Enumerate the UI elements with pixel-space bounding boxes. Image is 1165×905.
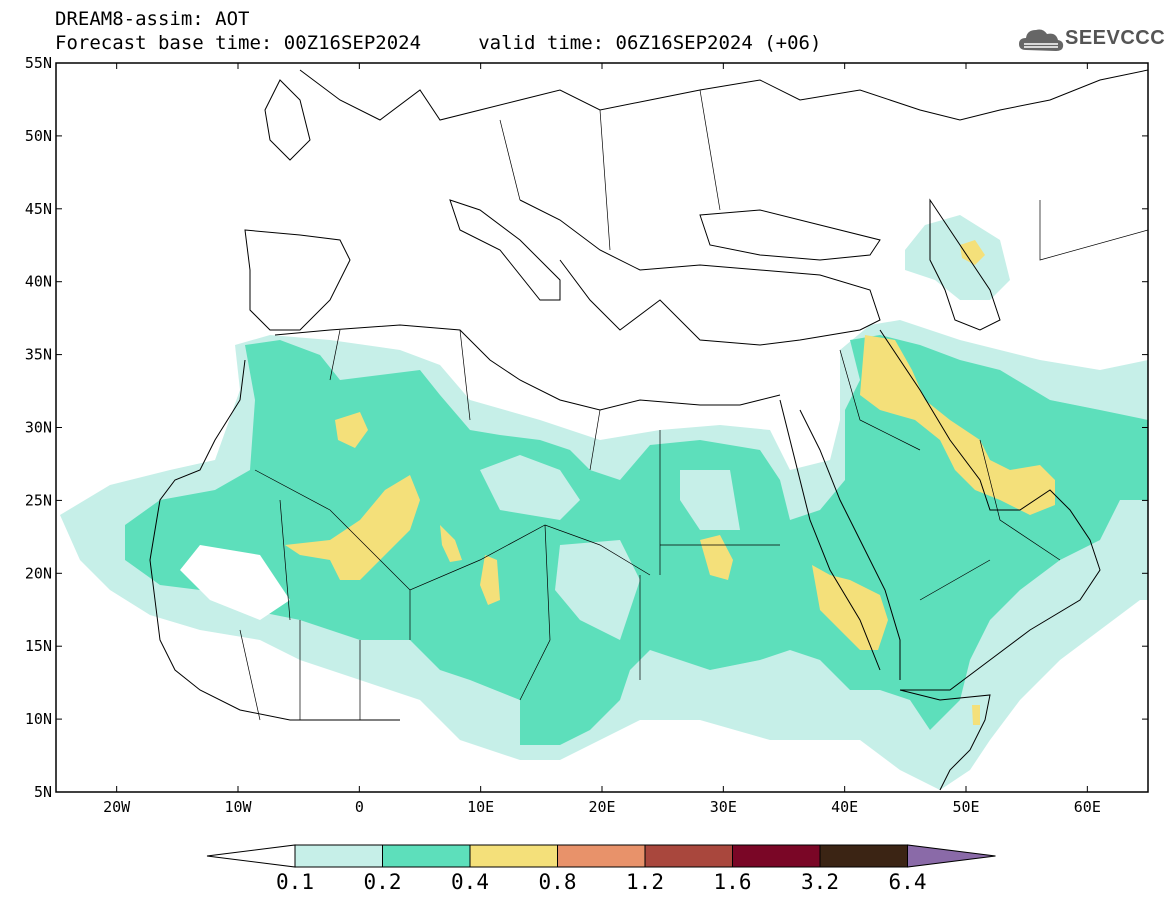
aot-region-hole-2 — [555, 540, 640, 640]
latitude-labels: 5N 10N 15N 20N 25N 30N 35N 40N 45N 50N 55N — [25, 54, 52, 801]
coastline-west-africa — [149, 359, 400, 721]
map-title: DREAM8-assim: AOT — [55, 8, 250, 30]
coastline-balkans-turkey — [519, 199, 881, 346]
forecast-time-line: Forecast base time: 00Z16SEP2024 valid t… — [55, 32, 822, 54]
colorbar — [206, 844, 996, 868]
lat-label: 30N — [25, 419, 52, 437]
aot-region-high-1 — [285, 475, 420, 580]
colorbar-arrow-low — [206, 844, 296, 868]
colorbar-level-label: 0.1 — [276, 870, 314, 894]
axis-ticks — [56, 62, 1148, 793]
aot-region-mid — [125, 335, 1148, 745]
aot-field — [60, 215, 1148, 790]
colorbar-segment — [557, 844, 646, 868]
coastline-north-africa — [274, 324, 781, 411]
longitude-labels: 20W 10W 0 10E 20E 30E 40E 50E 60E — [103, 798, 1101, 816]
aot-region-hole-4 — [180, 545, 290, 620]
aot-region-high-9 — [972, 705, 980, 725]
lat-label: 15N — [25, 637, 52, 655]
colorbar-arrow-high — [907, 844, 996, 868]
lon-label: 50E — [952, 798, 979, 816]
coastline-black-sea — [699, 209, 881, 261]
coastline-red-sea — [779, 399, 901, 680]
coastline-horn — [899, 689, 991, 791]
lon-label: 30E — [710, 798, 737, 816]
border-segments — [239, 89, 1148, 721]
colorbar-segment — [819, 844, 908, 868]
colorbar-segment — [294, 844, 383, 868]
colorbar-level-label: 3.2 — [801, 870, 839, 894]
colorbar-level-label: 0.4 — [451, 870, 489, 894]
aot-region-high-4 — [480, 555, 500, 605]
lon-label: 10E — [467, 798, 494, 816]
colorbar-level-label: 1.6 — [713, 870, 752, 894]
colorbar-level-label: 6.4 — [888, 870, 927, 894]
lat-label: 10N — [25, 710, 52, 728]
lon-label: 20W — [103, 798, 131, 816]
lat-label: 45N — [25, 200, 52, 218]
colorbar-segment — [644, 844, 733, 868]
colorbar-segment — [382, 844, 471, 868]
colorbar-level-label: 0.2 — [363, 870, 402, 894]
aot-region-hole-1 — [480, 455, 580, 520]
lat-label: 25N — [25, 491, 52, 509]
colorbar-level-label: 0.8 — [538, 870, 577, 894]
aot-region-high-7 — [860, 335, 1055, 515]
aot-region-caspian — [905, 215, 1010, 300]
coastline-britain — [264, 79, 311, 161]
lon-label: 40E — [831, 798, 858, 816]
coastline-europe-north — [299, 69, 1148, 121]
seevccc-logo: SEEVCCC — [1018, 24, 1165, 56]
logo-text: SEEVCCC — [1065, 27, 1165, 49]
coastline-italy — [449, 199, 561, 301]
coastline-iberia — [244, 229, 351, 331]
colorbar-level-label: 1.2 — [626, 870, 664, 894]
lat-label: 50N — [25, 127, 52, 145]
borders — [239, 89, 1148, 721]
lon-label: 10W — [224, 798, 252, 816]
coastlines — [149, 69, 1148, 791]
lon-label: 0 — [355, 798, 364, 816]
aot-region-high-3 — [440, 525, 462, 562]
aot-region-high-5 — [700, 535, 733, 580]
aot-region-high-6 — [812, 565, 888, 650]
coastline-gulf — [879, 329, 1101, 691]
lat-label: 40N — [25, 273, 52, 291]
aot-region-high-8 — [960, 240, 985, 265]
lat-label: 55N — [25, 54, 52, 72]
aot-region-hole-3 — [680, 470, 740, 530]
lon-label: 20E — [588, 798, 615, 816]
colorbar-segment — [732, 844, 821, 868]
lat-label: 5N — [34, 783, 52, 801]
aot-region-high-2 — [335, 412, 368, 448]
lon-label: 60E — [1074, 798, 1101, 816]
colorbar-segment — [469, 844, 558, 868]
lat-label: 35N — [25, 346, 52, 364]
cloud-icon — [1019, 29, 1064, 51]
lat-label: 20N — [25, 564, 52, 582]
coastline-caspian — [929, 198, 1001, 331]
